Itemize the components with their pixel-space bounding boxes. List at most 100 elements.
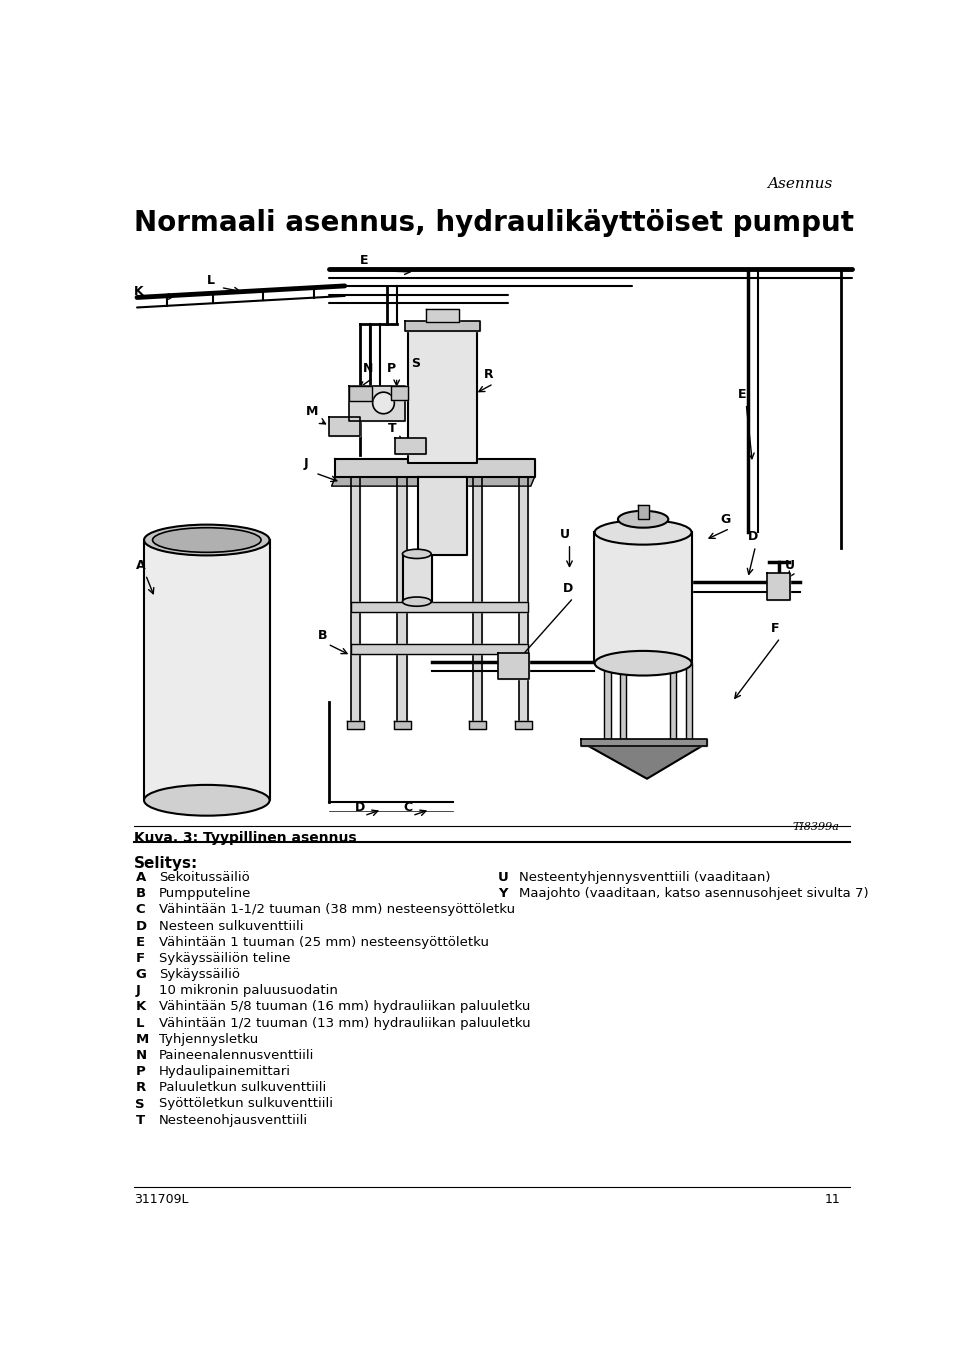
Polygon shape [594,533,692,663]
Text: P: P [388,362,396,376]
Text: G: G [721,513,731,526]
Polygon shape [144,540,270,800]
Text: Paineenalennusventtiili: Paineenalennusventtiili [158,1050,314,1062]
Polygon shape [685,663,692,744]
Ellipse shape [402,549,431,559]
Text: Vähintään 1 tuuman (25 mm) nesteensyöttöletku: Vähintään 1 tuuman (25 mm) nesteensyöttö… [158,936,489,949]
Text: P: P [135,1066,145,1078]
Text: G: G [135,968,146,982]
Text: T: T [388,422,396,435]
Polygon shape [468,721,486,728]
Ellipse shape [144,785,270,816]
Text: N: N [363,362,372,376]
Polygon shape [351,602,528,612]
Text: Syöttöletkun sulkuventtiili: Syöttöletkun sulkuventtiili [158,1097,333,1111]
Polygon shape [403,556,432,602]
Text: E: E [360,255,369,267]
Text: B: B [318,629,327,641]
Polygon shape [329,416,360,437]
Ellipse shape [402,597,431,606]
Polygon shape [348,721,364,728]
Text: Vähintään 1/2 tuuman (13 mm) hydrauliikan paluuletku: Vähintään 1/2 tuuman (13 mm) hydrauliika… [158,1017,530,1029]
Text: Tyhjennysletku: Tyhjennysletku [158,1033,258,1045]
Ellipse shape [153,527,261,552]
Text: J: J [303,457,308,471]
Text: Kuva. 3: Tyypillinen asennus: Kuva. 3: Tyypillinen asennus [134,831,356,845]
Text: T: T [135,1113,145,1127]
Polygon shape [351,477,360,725]
Text: M: M [135,1033,149,1045]
Polygon shape [581,739,708,746]
Text: Nesteentyhjennysventtiili (vaaditaan): Nesteentyhjennysventtiili (vaaditaan) [519,871,771,884]
Text: A: A [135,871,146,884]
Text: Sekoitussäiliö: Sekoitussäiliö [158,871,250,884]
Text: D: D [355,801,365,814]
Polygon shape [405,320,480,331]
Text: Hydaulipainemittari: Hydaulipainemittari [158,1066,291,1078]
Text: 311709L: 311709L [134,1193,188,1205]
Polygon shape [767,574,790,601]
Text: A: A [135,559,145,572]
Text: D: D [564,582,573,595]
Text: Vähintään 5/8 tuuman (16 mm) hydrauliikan paluuletku: Vähintään 5/8 tuuman (16 mm) hydrauliika… [158,1001,530,1013]
Text: S: S [411,357,420,370]
Text: R: R [135,1081,146,1094]
Polygon shape [348,386,405,420]
Polygon shape [670,663,677,744]
Text: Normaali asennus, hydraulikäyttöiset pumput: Normaali asennus, hydraulikäyttöiset pum… [134,209,854,237]
Text: R: R [484,369,493,381]
Text: S: S [135,1097,145,1111]
Text: Vähintään 1-1/2 tuuman (38 mm) nesteensyöttöletku: Vähintään 1-1/2 tuuman (38 mm) nesteensy… [158,903,515,917]
Text: E: E [737,388,746,400]
Polygon shape [397,477,407,725]
Text: TI8399a: TI8399a [792,822,839,831]
Text: M: M [306,405,319,418]
Polygon shape [637,506,649,519]
Text: Sykäyssäiliön teline: Sykäyssäiliön teline [158,952,290,965]
Polygon shape [408,328,476,462]
Text: Sykäyssäiliö: Sykäyssäiliö [158,968,240,982]
Text: K: K [134,285,144,298]
Polygon shape [516,721,532,728]
Text: D: D [748,530,758,542]
Polygon shape [605,663,611,744]
Text: Asennus: Asennus [768,176,833,191]
Text: Maajohto (vaaditaan, katso asennusohjeet sivulta 7): Maajohto (vaaditaan, katso asennusohjeet… [519,887,869,900]
Text: J: J [135,984,140,997]
Polygon shape [335,460,535,477]
Ellipse shape [618,511,668,527]
Polygon shape [472,477,482,725]
Polygon shape [396,438,426,454]
Text: E: E [135,936,145,949]
Text: L: L [135,1017,144,1029]
Ellipse shape [144,525,270,556]
Text: U: U [560,529,569,541]
Text: C: C [135,903,145,917]
Text: F: F [135,952,145,965]
Text: U: U [498,871,509,884]
Text: 11: 11 [825,1193,841,1205]
Text: Pumpputeline: Pumpputeline [158,887,252,900]
Text: Nesteen sulkuventtiili: Nesteen sulkuventtiili [158,919,303,933]
Polygon shape [585,744,706,778]
Text: Paluuletkun sulkuventtiili: Paluuletkun sulkuventtiili [158,1081,326,1094]
Text: D: D [135,919,147,933]
Polygon shape [419,477,468,556]
Text: K: K [135,1001,146,1013]
Text: Y: Y [498,887,508,900]
Text: L: L [206,274,215,286]
Polygon shape [498,654,529,678]
Text: F: F [771,622,780,636]
Polygon shape [351,644,528,654]
Polygon shape [426,309,460,323]
Ellipse shape [594,651,691,675]
Polygon shape [331,477,535,485]
Text: C: C [403,801,412,814]
Text: 10 mikronin paluusuodatin: 10 mikronin paluusuodatin [158,984,338,997]
Ellipse shape [594,519,691,545]
Text: Nesteenohjausventtiili: Nesteenohjausventtiili [158,1113,308,1127]
Polygon shape [394,721,411,728]
Text: U: U [785,559,795,572]
Polygon shape [519,477,528,725]
Polygon shape [620,663,626,744]
